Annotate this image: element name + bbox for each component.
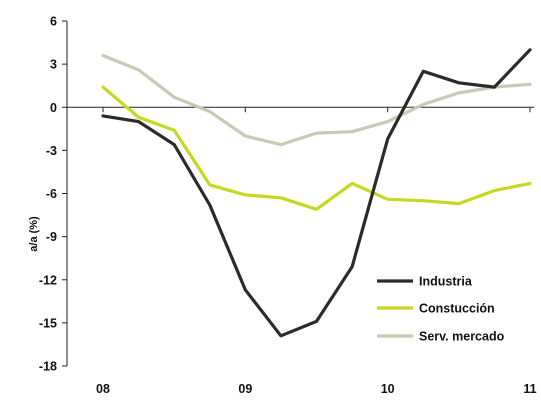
x-tick-label: 08 <box>96 382 110 396</box>
legend-label: Serv. mercado <box>419 330 505 344</box>
series-line-constucci-n <box>101 85 532 211</box>
x-tick-label: 10 <box>381 382 395 396</box>
y-tick-label: 0 <box>50 101 57 115</box>
y-tick-label: -6 <box>46 187 57 201</box>
legend-label: Industria <box>419 275 473 289</box>
y-axis-label: a/a (%) <box>28 216 40 252</box>
series-line-serv-mercado <box>101 53 532 147</box>
y-tick-label: 3 <box>50 58 57 72</box>
y-axis: 6 3 0 -3 -6 -9 -12 -15 -18 <box>39 15 68 374</box>
x-tick-label: 11 <box>523 382 536 396</box>
y-tick-label: -15 <box>39 316 57 330</box>
y-tick-label: -18 <box>39 360 57 374</box>
y-tick-label: 6 <box>50 15 57 29</box>
legend: Industria Constucción Serv. mercado <box>377 275 505 344</box>
series-line-industria <box>101 48 532 338</box>
y-tick-label: -9 <box>46 230 57 244</box>
series-lines <box>101 48 532 338</box>
y-tick-label: -3 <box>46 144 57 158</box>
x-axis: 08 09 10 11 <box>67 106 537 396</box>
x-tick-label: 09 <box>238 382 252 396</box>
y-tick-label: -12 <box>39 273 57 287</box>
legend-label: Constucción <box>419 302 495 316</box>
